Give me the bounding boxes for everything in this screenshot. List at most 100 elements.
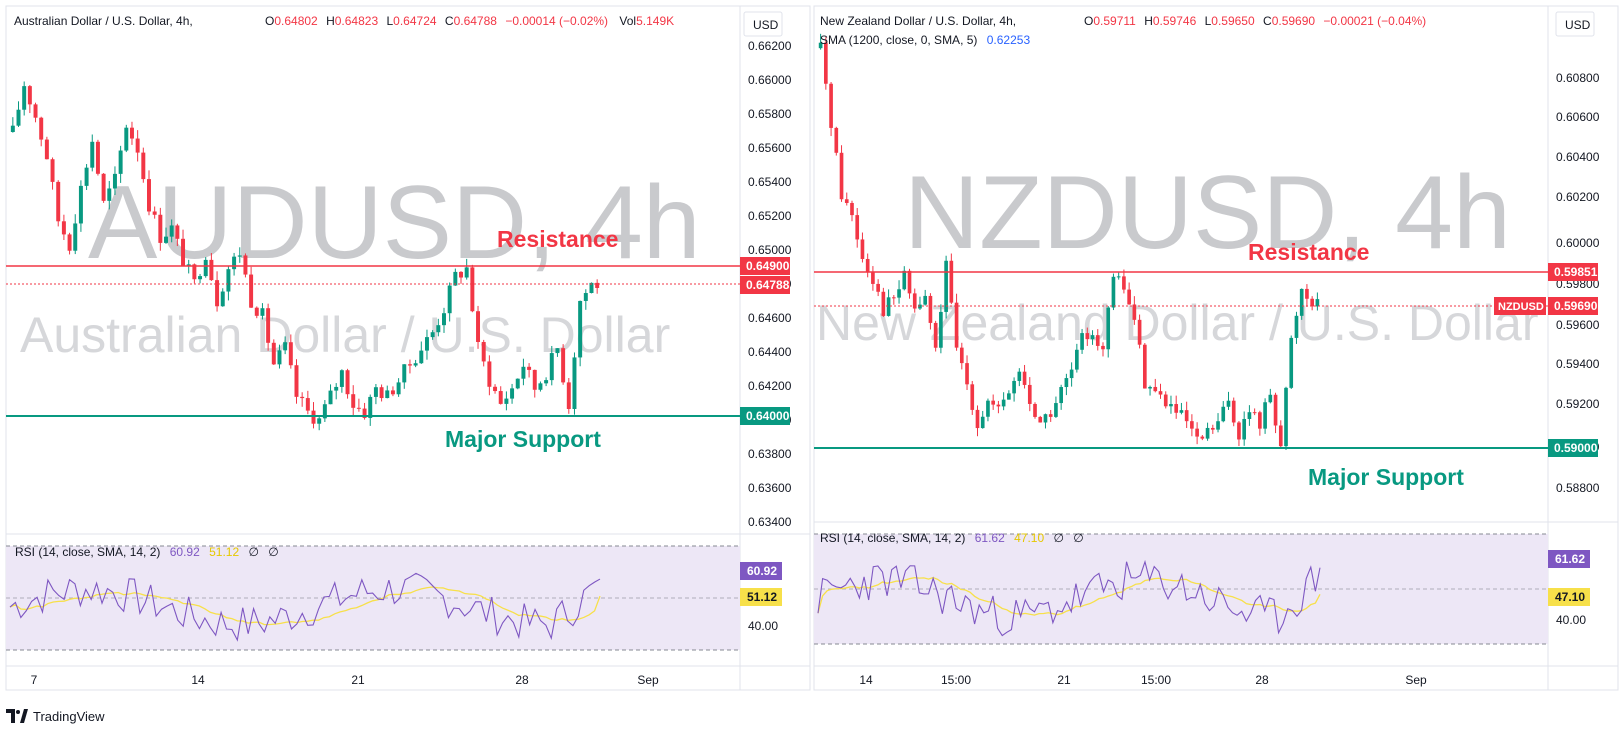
- candle: [73, 223, 78, 251]
- candle: [1268, 394, 1273, 403]
- price-tick-label: 0.60200: [1556, 190, 1600, 204]
- candle: [1001, 399, 1006, 407]
- candle: [583, 293, 588, 301]
- time-axis[interactable]: 7 14 21 28 Sep: [31, 673, 659, 687]
- symbol-watermark: AUDUSD, 4h: [88, 165, 701, 281]
- candle: [876, 283, 880, 292]
- candle: [544, 380, 549, 384]
- candle: [538, 383, 543, 390]
- candle: [939, 311, 943, 348]
- rsi-sma-badge: [1548, 588, 1590, 606]
- candle: [933, 322, 938, 348]
- candle: [1305, 288, 1309, 299]
- candle: [1163, 394, 1168, 407]
- audusd-chart-panel[interactable]: AUDUSD, 4h Australian Dollar / U.S. Doll…: [5, 5, 811, 691]
- price-tick-label: 0.60400: [1556, 150, 1600, 164]
- price-tick-label: 0.66000: [748, 73, 792, 87]
- candle: [907, 270, 912, 294]
- chart-legend: New Zealand Dollar / U.S. Dollar, 4h, O0…: [820, 14, 1426, 28]
- candle: [1085, 333, 1090, 340]
- tradingview-brand[interactable]: TradingView: [6, 706, 105, 726]
- candle: [283, 342, 288, 351]
- candle: [1064, 378, 1069, 388]
- candle: [237, 255, 242, 257]
- resistance-price-label: 0.64900: [746, 259, 790, 273]
- time-tick-label: 14: [191, 673, 205, 687]
- candle: [147, 179, 151, 212]
- nzdusd-chart-panel[interactable]: NZDUSD, 4h New Zealand Dollar / U.S. Dol…: [813, 5, 1619, 691]
- candle: [1116, 276, 1121, 278]
- candle: [129, 127, 134, 139]
- price-tick-label: 0.64200: [748, 379, 792, 393]
- rsi-line: [817, 559, 1321, 637]
- candle: [232, 256, 237, 270]
- candle: [158, 214, 163, 243]
- candle: [881, 291, 886, 316]
- candle: [39, 117, 44, 140]
- candle: [824, 42, 828, 84]
- last-price-label: 0.59690: [1554, 299, 1598, 313]
- resistance-label: Resistance: [497, 226, 618, 252]
- candle: [954, 302, 959, 348]
- support-price-label: 0.59000: [1554, 441, 1598, 455]
- candle: [1059, 387, 1063, 404]
- candle: [965, 363, 969, 385]
- rsi-legend: RSI (14, close, SMA, 14, 2) 61.62 47.10 …: [820, 531, 1084, 545]
- rsi-legend-sma: 51.12: [209, 545, 239, 559]
- time-tick-label: 21: [351, 673, 365, 687]
- candle: [923, 295, 928, 305]
- candle: [855, 215, 860, 240]
- candle: [61, 221, 66, 235]
- currency-button[interactable]: [743, 11, 783, 37]
- high-value: 0.64823: [335, 14, 379, 28]
- price-tick-label: 0.59400: [1556, 357, 1600, 371]
- description-watermark: Australian Dollar / U.S. Dollar: [20, 307, 670, 363]
- price-axis[interactable]: 0.66200 0.66000 0.65800 0.65600 0.65400 0.652…: [748, 39, 792, 529]
- candle: [1174, 404, 1179, 413]
- price-tick-label: 0.58800: [1556, 481, 1600, 495]
- price-axis[interactable]: 0.60800 0.60600 0.60400 0.60200 0.60000 0.598…: [1556, 71, 1600, 495]
- rsi-tick-label: 40.00: [748, 619, 778, 633]
- support-label: Major Support: [445, 426, 601, 452]
- candle: [464, 267, 469, 278]
- candle: [351, 394, 356, 408]
- candle: [152, 211, 157, 215]
- candle: [532, 369, 537, 390]
- candle: [101, 173, 106, 201]
- candle: [10, 125, 15, 132]
- price-tick-label: 0.63400: [748, 515, 792, 529]
- candle: [1012, 380, 1016, 394]
- candle: [164, 236, 168, 243]
- candle: [498, 391, 503, 404]
- symbol-watermark: NZDUSD, 4h: [904, 155, 1511, 271]
- candle: [345, 370, 350, 395]
- symbol-title: Australian Dollar / U.S. Dollar, 4h,: [14, 14, 193, 28]
- candle: [1289, 337, 1294, 388]
- candle: [949, 260, 954, 303]
- candle: [169, 225, 174, 237]
- price-tick-label: 0.63600: [748, 481, 792, 495]
- high-value: 0.59746: [1153, 14, 1197, 28]
- candle: [1038, 416, 1043, 423]
- close-value: 0.64788: [454, 14, 498, 28]
- time-axis[interactable]: 14 15:00 21 15:00 28 Sep: [859, 673, 1427, 687]
- candle: [1299, 288, 1304, 316]
- candle: [1179, 410, 1184, 413]
- candle: [294, 365, 299, 397]
- candle: [175, 225, 180, 239]
- candle: [470, 267, 475, 312]
- candle: [1095, 335, 1100, 346]
- candle: [447, 285, 452, 314]
- candle-series: [10, 81, 600, 431]
- candle: [1054, 403, 1058, 417]
- candle: [481, 341, 486, 362]
- currency-button[interactable]: [1555, 11, 1595, 37]
- candle: [1195, 428, 1199, 437]
- time-tick-label: 21: [1057, 673, 1071, 687]
- candle: [1237, 422, 1241, 440]
- candle: [850, 202, 854, 216]
- candle: [436, 325, 441, 333]
- candle: [897, 289, 901, 298]
- candle: [453, 271, 458, 286]
- symbol-price-badge: [1494, 297, 1546, 315]
